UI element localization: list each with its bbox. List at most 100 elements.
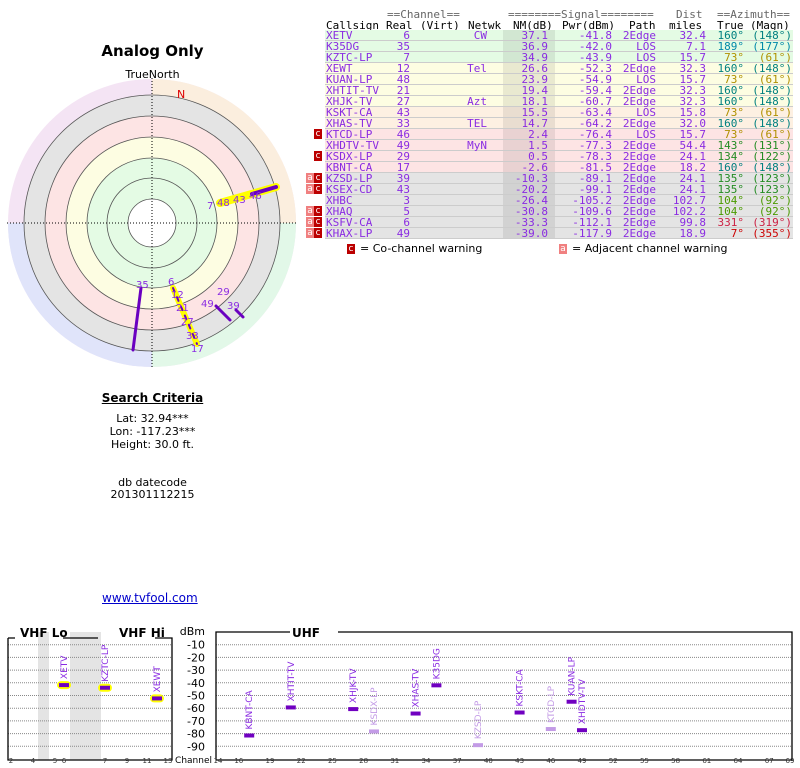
uhf-channel-tick: 43	[515, 757, 524, 765]
co-channel-warning-icon: c	[314, 151, 322, 161]
group-signal: ========Signal========	[508, 8, 654, 21]
true-azimuth-cell: 189°	[717, 40, 745, 53]
table-row: XEWT 12 Tel 26.6 -52.3 2Edge 32.3 160° (148°)	[325, 63, 793, 74]
table-row: KTCD-LP 46 2.4 -76.4 LOS 15.7 73° (61°) c	[314, 128, 793, 141]
station-bar	[100, 685, 110, 690]
nm-cell: -2.6	[521, 161, 549, 174]
dbm-tick-label: -80	[187, 728, 205, 741]
callsign-cell: XHBC	[326, 194, 353, 207]
db-datecode-label: db datecode	[118, 476, 187, 489]
real-cell: 21	[396, 84, 410, 97]
power-cell: -77.3	[578, 139, 612, 152]
header-virt: (Virt)	[420, 19, 460, 32]
header-path: Path	[629, 19, 656, 32]
group-dist: Dist	[676, 8, 703, 21]
group-channel: ==Channel==	[387, 8, 460, 21]
path-cell: 2Edge	[622, 172, 656, 185]
uhf-channel-tick: 37	[453, 757, 462, 765]
polar-label: 17	[191, 344, 204, 355]
station-label: KTCD-LP	[547, 685, 557, 723]
callsign-cell: KUAN-LP	[326, 73, 373, 86]
table-row: KSEX-CD 43 -20.2 -99.1 2Edge 24.1 135° (123°) a c	[306, 183, 793, 196]
nm-cell: 15.5	[521, 106, 549, 119]
real-cell: 6	[403, 216, 410, 229]
station-bar	[410, 711, 421, 716]
magnetic-azimuth-cell: (148°)	[752, 84, 792, 97]
station-label: KUAN-LP	[568, 656, 578, 695]
true-azimuth-cell: 104°	[717, 205, 745, 218]
header-true: True	[717, 19, 744, 32]
tvfool-link[interactable]: www.tvfool.com	[102, 591, 198, 605]
real-cell: 46	[396, 128, 410, 141]
true-azimuth-cell: 104°	[717, 194, 745, 207]
dbm-tick-label: -40	[187, 677, 205, 690]
distance-cell: 15.7	[679, 128, 707, 141]
co-channel-warning-icon: c	[314, 206, 322, 216]
polar-label: 12	[171, 290, 184, 301]
north-label: TrueNorth	[125, 68, 180, 81]
polar-label: 33	[186, 331, 199, 342]
path-cell: LOS	[636, 128, 656, 141]
station-bar	[473, 743, 483, 748]
power-cell: -63.4	[578, 106, 612, 119]
magnetic-azimuth-cell: (148°)	[752, 117, 792, 130]
power-cell: -41.8	[578, 29, 612, 42]
station-label: XETV	[60, 655, 70, 679]
table-row: KSDX-LP 29 0.5 -78.3 2Edge 24.1 134° (122°) c	[314, 150, 793, 163]
nm-cell: 26.6	[521, 62, 549, 75]
path-cell: 2Edge	[622, 117, 656, 130]
group-azimuth: ==Azimuth==	[717, 8, 790, 21]
vhf-channel-tick: 7	[103, 757, 107, 765]
nm-cell: -33.3	[514, 216, 548, 229]
callsign-cell: KZTC-LP	[326, 51, 373, 64]
path-cell: 2Edge	[622, 205, 656, 218]
uhf-channel-tick: 31	[390, 757, 399, 765]
distance-cell: 24.1	[679, 172, 707, 185]
magnetic-azimuth-cell: (61°)	[758, 51, 792, 64]
polar-label: 46	[249, 191, 262, 202]
nm-cell: 34.9	[521, 51, 549, 64]
nm-cell: 23.9	[521, 73, 549, 86]
uhf-channel-tick: 40	[484, 757, 493, 765]
callsign-cell: KSEX-CD	[326, 183, 373, 196]
magnetic-azimuth-cell: (148°)	[752, 62, 792, 75]
polar-label: 7	[207, 201, 213, 212]
uhf-channel-tick: 19	[266, 757, 275, 765]
lat-value: Lat: 32.94***	[116, 412, 189, 425]
header-callsign: Callsign	[326, 19, 379, 32]
uhf-panel-frame	[215, 631, 793, 761]
dbm-unit-label: dBm	[180, 625, 205, 638]
power-cell: -117.9	[572, 227, 612, 240]
vhf-panel-frame	[7, 637, 173, 761]
vhf-channel-tick: 4	[31, 757, 36, 765]
polar-label: 21	[176, 303, 189, 314]
magnetic-azimuth-cell: (61°)	[758, 73, 792, 86]
uhf-channel-tick: 14	[214, 757, 223, 765]
distance-cell: 32.4	[679, 29, 707, 42]
callsign-cell: KSKT-CA	[326, 106, 373, 119]
real-cell: 49	[396, 227, 410, 240]
vhf-lo-label: VHF Lo	[20, 626, 68, 640]
station-label: KSDX-LP	[370, 687, 380, 726]
station-bar	[244, 733, 255, 738]
magnetic-azimuth-cell: (122°)	[752, 150, 792, 163]
distance-cell: 7.1	[686, 40, 706, 53]
power-cell: -54.9	[578, 73, 612, 86]
distance-cell: 32.0	[679, 117, 707, 130]
real-cell: 33	[396, 117, 410, 130]
path-cell: LOS	[636, 51, 656, 64]
real-cell: 35	[396, 40, 410, 53]
magnetic-azimuth-cell: (355°)	[752, 227, 792, 240]
magnetic-azimuth-cell: (148°)	[752, 29, 792, 42]
table-row: XHAS-TV 33 TEL 14.7 -64.2 2Edge 32.0 160° (148°)	[325, 118, 793, 129]
north-marker: N	[177, 88, 185, 101]
network-cell: MyN	[467, 139, 487, 152]
distance-cell: 102.7	[672, 194, 706, 207]
distance-cell: 15.8	[679, 106, 707, 119]
nm-cell: 37.1	[521, 29, 549, 42]
distance-cell: 99.8	[679, 216, 707, 229]
station-bar	[577, 728, 587, 733]
true-azimuth-cell: 160°	[717, 84, 745, 97]
real-cell: 48	[396, 73, 410, 86]
dbm-tick-label: -50	[187, 690, 205, 703]
